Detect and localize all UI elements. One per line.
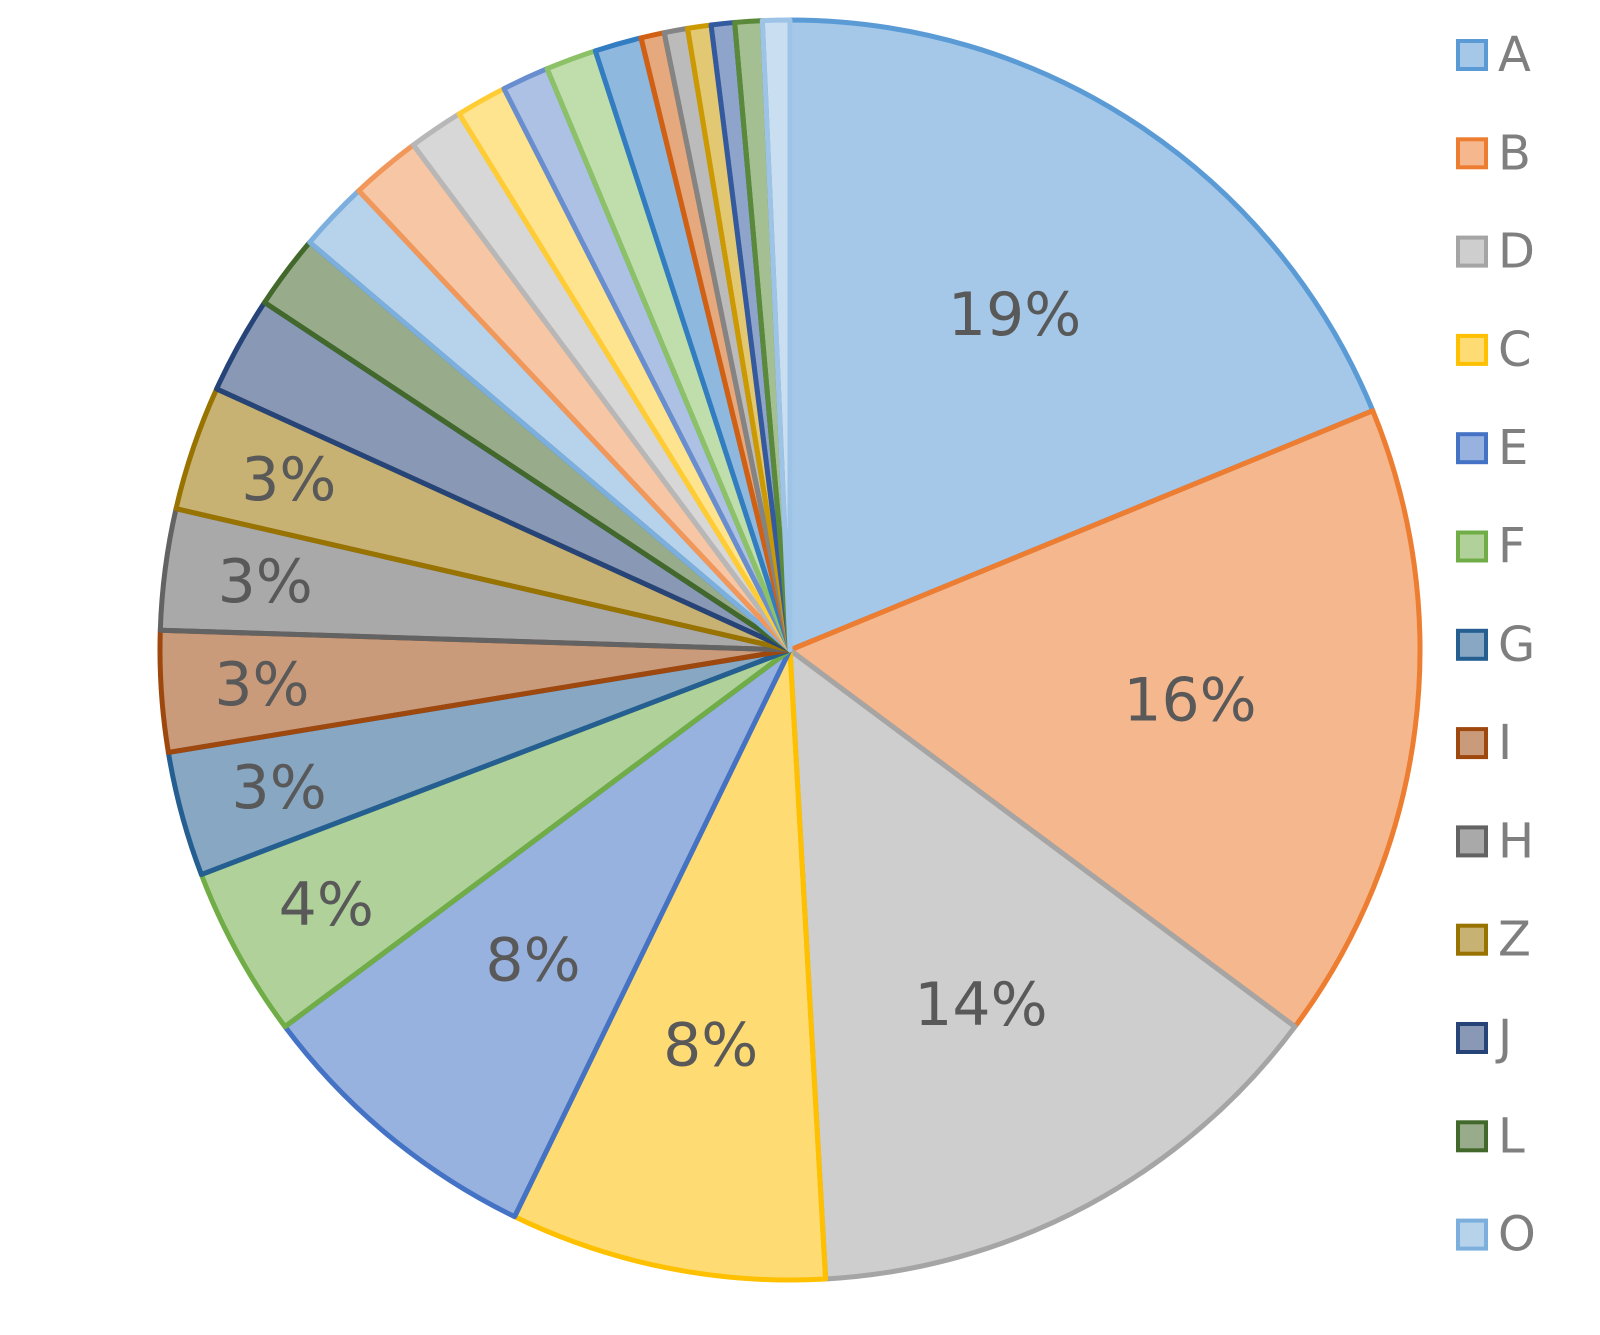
pie-slice (787, 408, 1423, 1030)
legend-label: C (1498, 322, 1532, 378)
legend-swatch (1456, 432, 1488, 465)
legend-label: H (1498, 813, 1534, 869)
data-label: 3% (214, 650, 309, 720)
legend-swatch (1456, 727, 1488, 760)
legend-label: G (1498, 617, 1535, 673)
data-label: 3% (241, 445, 336, 515)
legend-swatch (1456, 235, 1488, 268)
pie-slice (787, 647, 1298, 1282)
legend-swatch (1456, 1120, 1488, 1153)
legend-swatch (1456, 333, 1488, 366)
legend-swatch (1456, 39, 1488, 71)
legend-label: I (1498, 715, 1512, 771)
legend-swatch (1456, 1022, 1488, 1054)
data-label: 3% (218, 547, 313, 617)
legend-label: J (1495, 1010, 1512, 1066)
data-label: 8% (485, 926, 580, 996)
legend-label: B (1498, 125, 1531, 181)
data-label: 14% (914, 970, 1047, 1040)
pie-slice (787, 17, 1376, 653)
data-label: 4% (279, 870, 374, 940)
pie-slice (759, 17, 793, 653)
data-label: 19% (948, 280, 1081, 350)
legend-label: L (1498, 1108, 1525, 1164)
legend-swatch (1456, 137, 1488, 170)
legend-label: D (1498, 224, 1535, 280)
pie-slice (512, 647, 829, 1283)
legend-label: O (1498, 1207, 1536, 1263)
legend-swatch (1456, 1218, 1488, 1251)
legend-label: A (1498, 27, 1531, 83)
legend-swatch (1456, 628, 1488, 661)
legend-swatch (1456, 825, 1488, 858)
data-label: 16% (1123, 666, 1256, 736)
legend-label: Z (1498, 912, 1531, 968)
data-label: 3% (232, 753, 327, 823)
legend-label: F (1498, 519, 1526, 575)
legend-swatch (1456, 923, 1488, 956)
pie-slice (282, 647, 793, 1220)
legend-label: E (1498, 420, 1528, 476)
data-label: 8% (663, 1010, 758, 1080)
pie-slice (198, 647, 793, 1030)
legend-swatch (1456, 530, 1488, 563)
